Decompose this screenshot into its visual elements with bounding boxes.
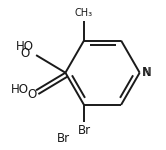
Text: O: O — [27, 88, 36, 100]
Text: Br: Br — [77, 124, 90, 137]
Text: N: N — [142, 66, 150, 79]
Text: HO: HO — [11, 83, 29, 96]
Text: Br: Br — [57, 132, 70, 145]
Text: CH₃: CH₃ — [75, 8, 93, 18]
Text: O: O — [20, 47, 29, 60]
Text: HO: HO — [16, 40, 34, 53]
Text: N: N — [143, 66, 151, 79]
